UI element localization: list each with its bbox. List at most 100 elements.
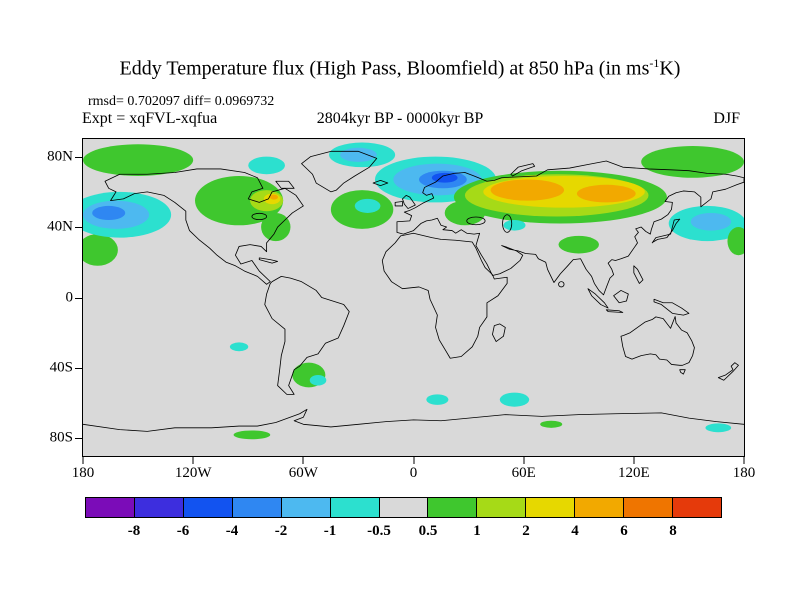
lon-tick-label: 180 — [71, 465, 95, 481]
colorbar-labels: -8 -6 -4 -2 -1 -0.5 0.5 1 2 4 6 8 — [85, 523, 722, 543]
colorbar-tick-label: 1 — [473, 523, 481, 539]
anomaly-region-labrador-orange-spot — [269, 194, 278, 200]
anomaly-region-npac-subtrop-green — [83, 234, 118, 266]
lake-caspian-sea — [502, 214, 513, 233]
anomaly-region-tibet-green — [558, 235, 599, 254]
coastline-britain — [402, 194, 416, 209]
figure-title-text: Eddy Temperature flux (High Pass, Bloomf… — [119, 57, 650, 80]
colorbar-tick-label: -0.5 — [367, 523, 391, 539]
anomaly-region-rosssea-cyan — [705, 423, 732, 433]
colorbar-cell — [330, 498, 380, 517]
coastline-africa — [381, 232, 508, 359]
lat-tick-mark — [75, 367, 82, 369]
colorbar-tick-label: -2 — [274, 523, 288, 539]
lat-tick-mark — [75, 438, 82, 440]
colorbar-cell — [379, 498, 429, 517]
colorbar-tick-label: -6 — [176, 523, 190, 539]
anomaly-contour-layer — [83, 142, 744, 440]
coastline-cuba — [258, 257, 279, 264]
lon-tick-label: 120E — [617, 465, 650, 481]
lat-tick-label: 0 — [65, 289, 74, 305]
coastline-tasmania — [679, 369, 686, 375]
lon-tick-label: 60E — [511, 465, 536, 481]
coastline-novaya-zemlya — [510, 163, 536, 177]
anomaly-region-npac-arctic-green — [83, 144, 194, 176]
lon-tick-mark — [302, 457, 304, 464]
colorbar-cell — [575, 498, 625, 517]
lat-tick-label: 80N — [47, 148, 73, 165]
coastline-baffin-island — [275, 180, 295, 189]
figure-title-superscript: -1 — [649, 56, 660, 70]
lon-tick-label: 60W — [288, 465, 318, 481]
colorbar-cell — [134, 498, 184, 517]
lon-tick-mark — [192, 457, 194, 464]
anomaly-region-sepacific-cyan — [229, 342, 249, 352]
coastline-greenland — [301, 150, 378, 193]
figure-title: Eddy Temperature flux (High Pass, Bloomf… — [0, 56, 800, 81]
coastline-ireland — [394, 201, 403, 207]
colorbar-tick-label: -4 — [225, 523, 239, 539]
anomaly-region-japan-kuril-lightblue — [690, 212, 732, 231]
coastline-north-america — [104, 168, 304, 285]
colorbar-cell — [281, 498, 331, 517]
colorbar-cell — [86, 498, 135, 517]
anomaly-region-satlantic-cyan — [426, 394, 449, 405]
colorbar — [85, 497, 722, 518]
colorbar-cell — [183, 498, 233, 517]
coastline-madagascar — [492, 323, 506, 342]
map-plot: 80N 40N 0 40S 80S 180 120W 60W 0 60E 120E 180 — [47, 138, 755, 481]
figure-title-suffix: K) — [659, 57, 681, 80]
anomaly-region-greenland-lightblue — [340, 147, 377, 162]
anomaly-region-natlantic-cyan — [354, 198, 381, 213]
lat-tick-mark — [75, 227, 82, 229]
anomaly-region-esiberia-orange — [576, 184, 636, 203]
coastline-new-zealand — [717, 362, 739, 381]
anomaly-region-falklands-cyan — [309, 374, 327, 386]
colorbar-cell — [477, 498, 527, 517]
colorbar-tick-label: -1 — [323, 523, 337, 539]
anomaly-region-canada-green — [195, 175, 284, 226]
map-svg — [83, 139, 744, 456]
anomaly-region-antarctic-green-east — [540, 420, 563, 428]
coastline-new-guinea — [653, 298, 690, 316]
anomaly-region-npac-blue — [92, 205, 126, 221]
coastline-iceland — [372, 179, 389, 187]
anomaly-region-scandinavia-darkblue — [431, 172, 458, 183]
coastline-borneo — [613, 290, 629, 304]
lat-tick-label: 80S — [49, 429, 73, 446]
lon-tick-mark — [523, 457, 525, 464]
stats-line: rmsd= 0.702097 diff= 0.0969732 — [88, 94, 275, 109]
anomaly-region-sindian-cyan — [499, 392, 530, 407]
lon-tick-label: 0 — [409, 465, 418, 481]
season-label: DJF — [713, 110, 740, 127]
colorbar-wrap: -8 -6 -4 -2 -1 -0.5 0.5 1 2 4 6 8 — [85, 497, 722, 539]
lon-tick-mark — [82, 457, 84, 464]
coastline-australia — [620, 316, 695, 366]
colorbar-cell — [673, 498, 721, 517]
lake-great-lakes — [251, 212, 268, 221]
coastline-sumatra — [587, 288, 609, 309]
anomaly-region-wsiberia-orange — [490, 179, 565, 201]
lon-tick-mark — [633, 457, 635, 464]
lake-black-sea — [466, 216, 486, 226]
coastline-philippines — [633, 265, 644, 284]
colorbar-tick-label: 4 — [571, 523, 579, 539]
colorbar-tick-label: 8 — [669, 523, 677, 539]
lon-tick-label: 120W — [174, 465, 212, 481]
lat-tick-mark — [75, 297, 82, 299]
experiment-label: Expt = xqFVL-xqfua — [82, 110, 218, 127]
colorbar-cell — [428, 498, 478, 517]
period-label: 2804kyr BP - 0000kyr BP — [316, 110, 484, 127]
coastline-sri-lanka — [558, 281, 565, 288]
anomaly-region-antarctic-green-west — [233, 430, 271, 440]
colorbar-tick-label: -8 — [127, 523, 141, 539]
colorbar-tick-label: 0.5 — [418, 523, 438, 539]
coastline-antarctica — [83, 408, 744, 432]
colorbar-tick-label: 6 — [620, 523, 628, 539]
coastline-java — [605, 309, 624, 313]
lon-tick-mark — [413, 457, 414, 464]
colorbar-cell — [624, 498, 674, 517]
lon-tick-mark — [743, 457, 745, 464]
coastlines — [83, 150, 744, 432]
lon-tick-label: 180 — [732, 465, 756, 481]
